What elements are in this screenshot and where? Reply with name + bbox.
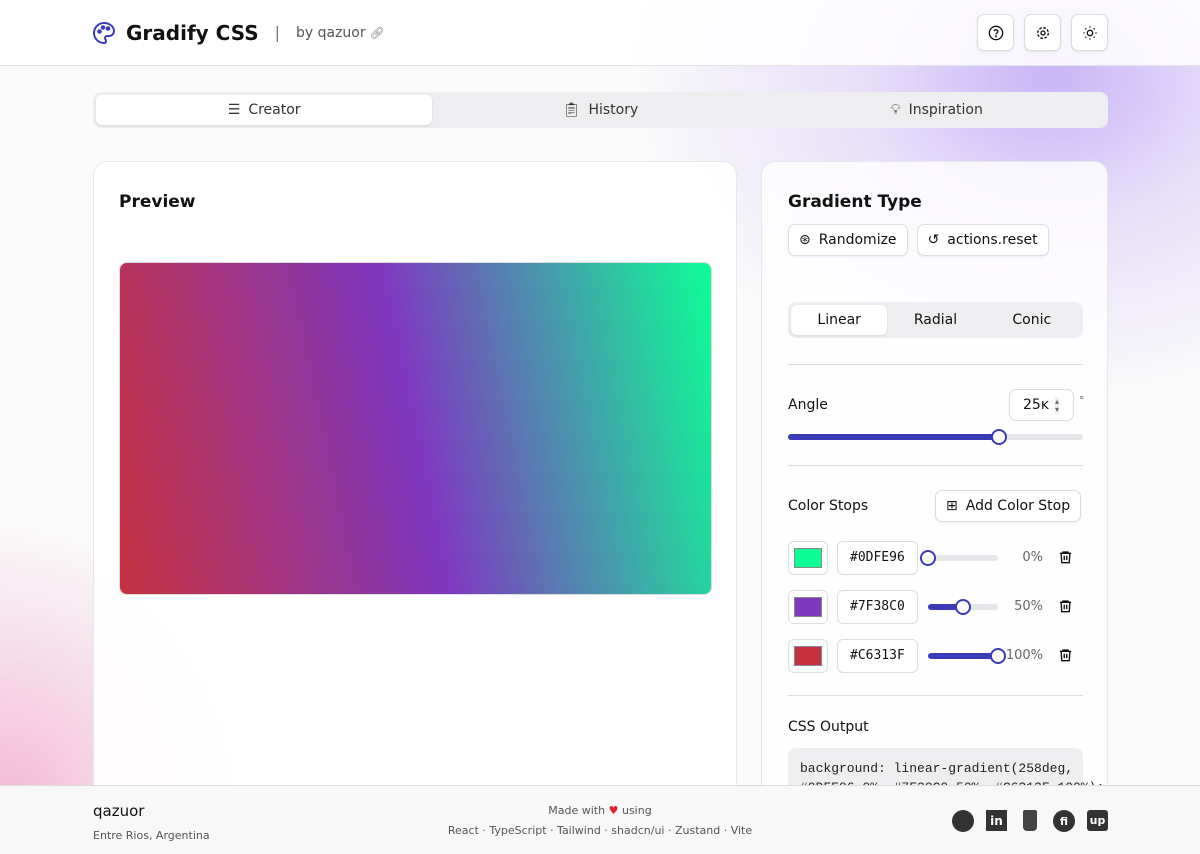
color-swatch[interactable]: [788, 541, 828, 575]
button-label: Randomize: [818, 232, 897, 248]
slider-thumb[interactable]: [955, 599, 971, 615]
swatch-color: [794, 646, 822, 666]
author-link[interactable]: by qazuor 🔗︎: [296, 25, 385, 41]
palette-icon: [93, 21, 116, 44]
swatch-color: [794, 597, 822, 617]
settings-button[interactable]: [1024, 14, 1061, 51]
slider-thumb[interactable]: [920, 550, 936, 566]
type-linear[interactable]: Linear: [791, 305, 888, 335]
type-radial[interactable]: Radial: [913, 312, 958, 328]
settings-icon: [1036, 26, 1049, 39]
clipboard-icon: 📋︎: [562, 102, 581, 118]
button-label: actions.reset: [947, 232, 1038, 248]
trash-icon[interactable]: [1058, 598, 1073, 614]
color-swatch[interactable]: [788, 590, 828, 624]
made-with-text: Made with: [548, 804, 606, 817]
hex-input[interactable]: #0DFE96: [837, 541, 918, 575]
sliders-icon: ☰: [227, 102, 241, 118]
lightbulb-icon: 💡︎: [890, 102, 901, 118]
trash-icon[interactable]: [1058, 549, 1073, 565]
divider: [788, 695, 1083, 696]
coffee-icon[interactable]: [1023, 810, 1037, 831]
help-icon: [988, 25, 1003, 40]
spinner-icon[interactable]: ▴ ▾: [1054, 397, 1059, 414]
preview-title: Preview: [119, 192, 196, 212]
theme-toggle-button[interactable]: [1071, 14, 1108, 51]
angle-label: Angle: [788, 397, 828, 413]
tab-creator[interactable]: ☰ Creator: [96, 95, 433, 125]
shuffle-icon: ⊛: [799, 232, 811, 248]
reset-icon: ↺: [927, 232, 940, 248]
footer-location: Entre Rios, Argentina: [93, 829, 210, 842]
angle-input[interactable]: 25ĸ ▴ ▾: [1009, 389, 1074, 421]
color-swatch[interactable]: [788, 639, 828, 673]
tab-label: Creator: [248, 102, 301, 118]
add-color-stop-button[interactable]: ⊞ Add Color Stop: [935, 490, 1082, 522]
slider-thumb[interactable]: [991, 429, 1008, 445]
logo[interactable]: Gradify CSS: [92, 21, 259, 45]
swatch-color: [794, 548, 822, 568]
gradient-preview: [119, 262, 712, 595]
color-stop-row: #C6313F 100%: [788, 639, 1088, 673]
fiverr-icon[interactable]: fi: [1053, 810, 1075, 832]
tab-label: History: [588, 102, 639, 118]
position-label: 100%: [1005, 648, 1043, 663]
divider: [788, 364, 1083, 365]
angle-value: 25ĸ: [1023, 397, 1049, 413]
separator: |: [274, 23, 280, 42]
tab-label: Inspiration: [908, 102, 983, 118]
link-icon: 🔗︎: [369, 25, 385, 40]
sun-icon: [1082, 25, 1097, 40]
color-stop-row: #7F38C0 50%: [788, 590, 1088, 624]
gradient-type-selector: Linear Radial Conic: [788, 302, 1083, 338]
footer-name: qazuor: [93, 802, 145, 820]
position-label: 0%: [1022, 550, 1043, 565]
color-stop-row: #0DFE96 0%: [788, 541, 1088, 575]
angle-slider[interactable]: [788, 429, 1083, 445]
footer: qazuor Entre Rios, Argentina Made with ♥…: [0, 785, 1200, 854]
controls-card: Gradient Type ⊛ Randomize ↺ actions.reset …: [761, 161, 1108, 828]
position-label: 50%: [1014, 599, 1043, 614]
tab-history[interactable]: 📋︎ History: [432, 95, 768, 125]
trash-icon[interactable]: [1058, 647, 1073, 663]
help-button[interactable]: [977, 14, 1014, 51]
button-label: Add Color Stop: [965, 498, 1071, 514]
header: Gradify CSS | by qazuor 🔗︎: [0, 0, 1200, 66]
gradient-type-title: Gradient Type: [788, 192, 922, 212]
css-output-label: CSS Output: [788, 719, 869, 735]
hex-input[interactable]: #C6313F: [837, 639, 918, 673]
degree-symbol: °: [1079, 394, 1085, 407]
hex-input[interactable]: #7F38C0: [837, 590, 918, 624]
tech-stack: React · TypeScript · Tailwind · shadcn/u…: [447, 824, 753, 837]
upwork-icon[interactable]: up: [1087, 810, 1108, 831]
position-slider[interactable]: [920, 550, 998, 566]
color-stops-label: Color Stops: [788, 498, 869, 514]
made-with: Made with ♥ using: [400, 804, 800, 817]
heart-icon: ♥: [608, 804, 619, 817]
preview-card: Preview: [93, 161, 737, 821]
reset-button[interactable]: ↺ actions.reset: [916, 224, 1049, 256]
using-text: using: [621, 804, 652, 817]
position-slider[interactable]: [928, 599, 998, 615]
main-tabs: ☰ Creator 📋︎ History 💡︎ Inspiration: [93, 92, 1108, 128]
type-conic[interactable]: Conic: [1012, 312, 1052, 328]
position-slider[interactable]: [928, 648, 1006, 664]
app-title: Gradify CSS: [126, 20, 259, 45]
randomize-button[interactable]: ⊛ Randomize: [788, 224, 908, 256]
divider: [788, 465, 1083, 466]
github-icon[interactable]: [952, 810, 974, 832]
slider-thumb[interactable]: [990, 648, 1006, 664]
tab-inspiration[interactable]: 💡︎ Inspiration: [769, 95, 1105, 125]
byline: by qazuor: [296, 24, 366, 41]
add-icon: ⊞: [946, 498, 958, 514]
linkedin-icon[interactable]: in: [986, 810, 1007, 831]
